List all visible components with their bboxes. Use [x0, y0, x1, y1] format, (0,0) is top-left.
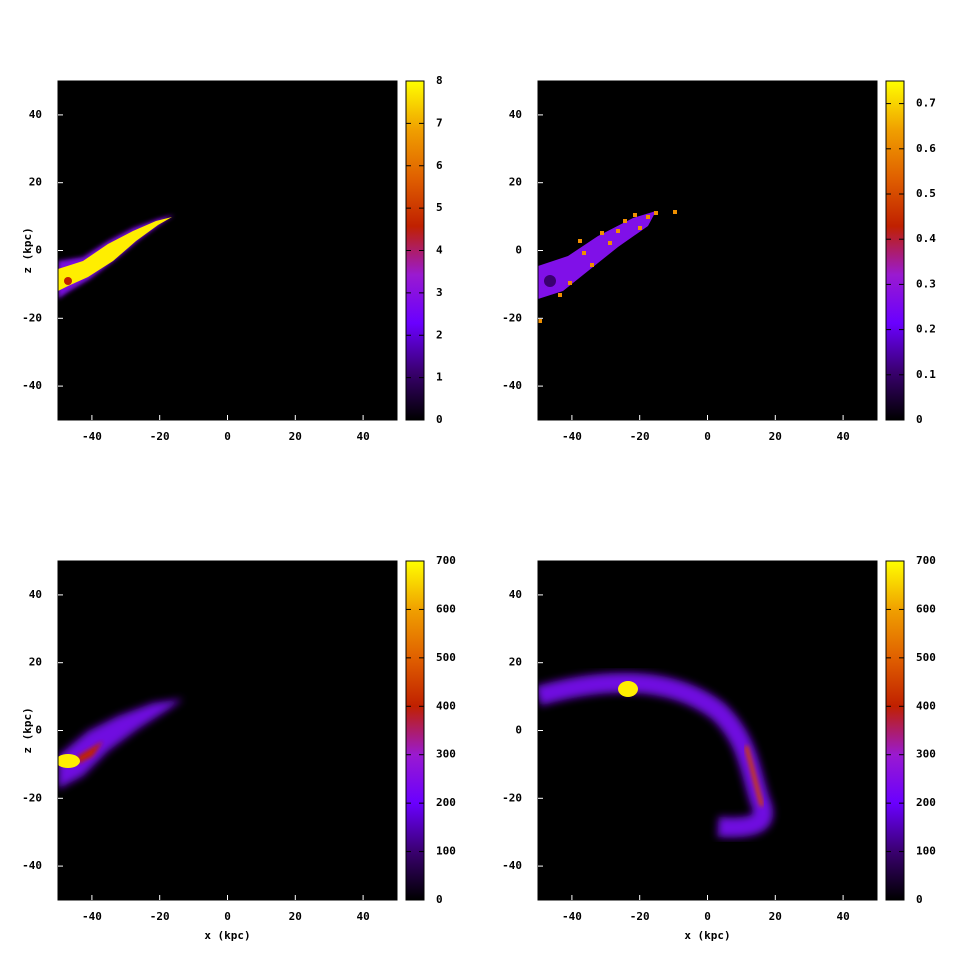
x-tick-label: 40 [356, 430, 369, 443]
colorbar-tick-label: 300 [436, 748, 456, 761]
colorbar-tick-label: 4 [436, 244, 443, 257]
colorbar-tick-label: 0.5 [916, 187, 936, 200]
y-tick-label: 40 [509, 108, 522, 121]
colorbar-tick-label: 0 [436, 893, 443, 906]
colorbar-tick-label: 200 [916, 796, 936, 809]
y-tick-label: -20 [502, 791, 522, 804]
colorbar-tick-label: 1 [436, 371, 443, 384]
y-tick-label: 40 [29, 588, 42, 601]
x-tick-label: -40 [82, 910, 102, 923]
colorbar-tick-label: 2 [436, 328, 443, 341]
density-map [538, 561, 877, 900]
x-tick-label: 0 [704, 430, 711, 443]
x-tick-label: 20 [289, 910, 302, 923]
colorbar-tick-label: 400 [916, 699, 936, 712]
y-tick-label: -40 [22, 859, 42, 872]
colorbar-tick-label: 100 [436, 845, 456, 858]
y-tick-label: 0 [35, 724, 42, 737]
y-axis-label: z (kpc) [21, 227, 34, 273]
y-tick-label: 0 [515, 724, 522, 737]
density-map [58, 81, 397, 420]
y-tick-label: -20 [502, 311, 522, 324]
colorbar-tick-label: 500 [916, 651, 936, 664]
colorbar-tick-label: 0 [916, 893, 923, 906]
colorbar-tick-label: 600 [916, 602, 936, 615]
x-axis-label: x (kpc) [684, 929, 730, 942]
density-map [58, 561, 397, 900]
x-tick-label: 0 [224, 910, 231, 923]
y-tick-label: -20 [22, 311, 42, 324]
y-tick-label: 20 [29, 656, 42, 669]
colorbar-tick-label: 0 [436, 413, 443, 426]
colorbar-tick-label: 0.7 [916, 97, 936, 110]
colorbar-tick-label: 300 [916, 748, 936, 761]
y-tick-label: 40 [509, 588, 522, 601]
x-tick-label: 20 [289, 430, 302, 443]
colorbar-tick-label: 700 [436, 554, 456, 567]
colorbar-tick-label: 6 [436, 159, 443, 172]
colorbar-tick-label: 5 [436, 201, 443, 214]
y-tick-label: 0 [35, 244, 42, 257]
x-tick-label: -20 [150, 430, 170, 443]
colorbar-tick-label: 400 [436, 699, 456, 712]
y-tick-label: 20 [509, 656, 522, 669]
colorbar-tick-label: 0.6 [916, 142, 936, 155]
x-tick-label: -40 [82, 430, 102, 443]
colorbar [405, 560, 425, 901]
colorbar-tick-label: 0.3 [916, 277, 936, 290]
colorbar-tick-label: 7 [436, 116, 443, 129]
colorbar-tick-label: 0.4 [916, 232, 936, 245]
x-tick-label: 40 [836, 910, 849, 923]
y-tick-label: -40 [22, 379, 42, 392]
colorbar-tick-label: 3 [436, 286, 443, 299]
colorbar-tick-label: 8 [436, 74, 443, 87]
x-tick-label: -20 [630, 910, 650, 923]
x-tick-label: -40 [562, 430, 582, 443]
x-tick-label: -20 [630, 430, 650, 443]
colorbar [885, 80, 905, 421]
y-tick-label: -40 [502, 859, 522, 872]
colorbar-tick-label: 200 [436, 796, 456, 809]
y-tick-label: 40 [29, 108, 42, 121]
x-tick-label: -20 [150, 910, 170, 923]
y-axis-label: z (kpc) [21, 707, 34, 753]
colorbar-tick-label: 0 [916, 413, 923, 426]
x-tick-label: 20 [769, 910, 782, 923]
x-tick-label: 40 [836, 430, 849, 443]
colorbar-tick-label: 600 [436, 602, 456, 615]
y-tick-label: -40 [502, 379, 522, 392]
x-tick-label: 20 [769, 430, 782, 443]
y-tick-label: 0 [515, 244, 522, 257]
colorbar [885, 560, 905, 901]
x-tick-label: 40 [356, 910, 369, 923]
colorbar-tick-label: 0.2 [916, 323, 936, 336]
y-tick-label: -20 [22, 791, 42, 804]
colorbar-tick-label: 100 [916, 845, 936, 858]
x-tick-label: -40 [562, 910, 582, 923]
density-map [538, 81, 877, 420]
x-tick-label: 0 [704, 910, 711, 923]
x-axis-label: x (kpc) [204, 929, 250, 942]
y-tick-label: 20 [29, 176, 42, 189]
x-tick-label: 0 [224, 430, 231, 443]
colorbar-tick-label: 700 [916, 554, 936, 567]
colorbar-tick-label: 0.1 [916, 368, 936, 381]
colorbar-tick-label: 500 [436, 651, 456, 664]
y-tick-label: 20 [509, 176, 522, 189]
